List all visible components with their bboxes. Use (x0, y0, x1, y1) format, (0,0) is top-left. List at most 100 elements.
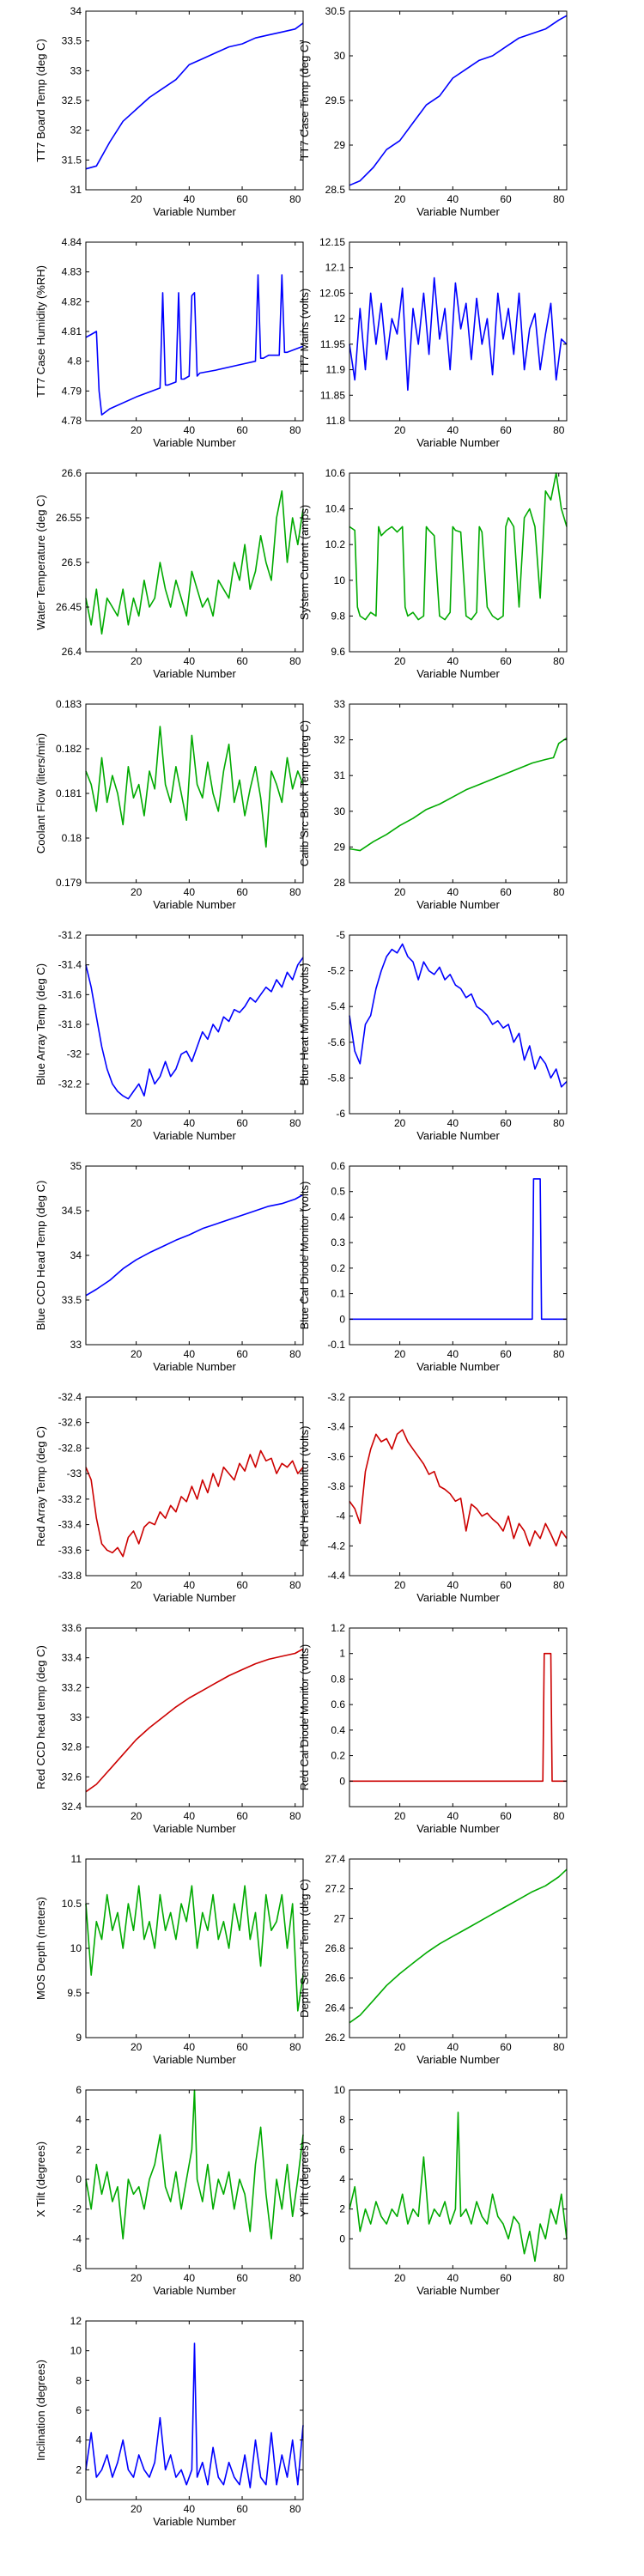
x-tick-label: 60 (500, 1348, 512, 1360)
x-tick-label: 20 (394, 2272, 406, 2284)
series-line (85, 1194, 304, 1297)
x-tick-label: 80 (289, 193, 301, 205)
x-tick-label: 20 (394, 424, 406, 436)
x-tick-label: 60 (236, 2272, 248, 2284)
y-tick-label: -4.2 (327, 1540, 345, 1552)
y-tick-label: 31 (334, 769, 346, 781)
y-tick-label: 33.4 (62, 1652, 82, 1664)
y-tick-label: 0.8 (331, 1673, 345, 1685)
y-axis-label: Red Cal Diode Monitor (volts) (298, 1644, 311, 1791)
x-tick-label: 80 (289, 1810, 301, 1822)
x-axis-label: Variable Number (416, 1129, 500, 1142)
x-tick-label: 20 (131, 193, 143, 205)
plot-area (86, 11, 303, 190)
series-line (349, 472, 568, 621)
y-tick-label: 4.78 (62, 415, 82, 427)
y-tick-label: -5.6 (327, 1036, 345, 1048)
y-axis-label: Water Temperature (deg C) (34, 495, 47, 630)
x-tick-label: 80 (289, 1117, 301, 1129)
x-axis-label: Variable Number (416, 1822, 500, 1835)
y-tick-label: -5.2 (327, 965, 345, 977)
y-tick-label: 0.4 (331, 1211, 345, 1223)
axes-frame (349, 1627, 568, 1807)
y-tick-label: -6 (72, 2263, 82, 2275)
chart-panel-4: 20 40 60 80 11.8 11.85 11.9 11.95 12 12.05 12.1 12.… (298, 236, 568, 449)
x-tick-label: 60 (500, 1579, 512, 1591)
y-tick-label: 0.2 (331, 1262, 345, 1274)
x-axis-label: Variable Number (153, 1822, 236, 1835)
y-tick-label: 34.5 (62, 1205, 82, 1217)
y-tick-label: -2 (72, 2203, 82, 2215)
y-tick-label: 27 (334, 1912, 346, 1924)
x-axis-label: Variable Number (416, 898, 500, 911)
x-tick-label: 80 (289, 2272, 301, 2284)
x-tick-label: 80 (553, 886, 565, 898)
y-tick-label: 0.4 (331, 1724, 345, 1736)
y-axis-label: Y Tilt (degrees) (298, 2142, 311, 2217)
chart-panel-14: 20 40 60 80 -4.4 -4.2 -4 -3.8 -3.6 -3.4 -3.2 Variab… (298, 1391, 568, 1604)
y-tick-label: 26.45 (56, 601, 82, 613)
axes-frame (349, 703, 568, 884)
y-tick-label: 30.5 (325, 5, 346, 17)
y-tick-label: -33.2 (58, 1493, 82, 1505)
x-tick-label: 60 (236, 1579, 248, 1591)
x-tick-label: 80 (289, 2041, 301, 2053)
y-tick-label: 32.8 (62, 1741, 82, 1753)
y-tick-label: 4 (76, 2434, 82, 2446)
x-tick-label: 40 (447, 1579, 459, 1591)
x-axis-label: Variable Number (153, 1591, 236, 1604)
y-tick-label: 2 (76, 2464, 82, 2476)
x-tick-label: 60 (500, 2041, 512, 2053)
y-tick-label: -31.8 (58, 1018, 82, 1030)
y-tick-label: 0 (76, 2173, 82, 2185)
series-line (349, 737, 568, 852)
x-tick-label: 20 (394, 2041, 406, 2053)
plot-area (349, 473, 567, 652)
x-tick-label: 80 (289, 424, 301, 436)
y-axis-label: Red Array Temp (deg C) (34, 1426, 47, 1546)
x-tick-label: 20 (394, 193, 406, 205)
x-axis-label: Variable Number (153, 2284, 236, 2297)
y-tick-label: 34 (70, 5, 82, 17)
plot-area (86, 1628, 303, 1807)
y-tick-label: 12.05 (319, 287, 345, 299)
x-tick-label: 20 (394, 1117, 406, 1129)
chart-panel-10: 20 40 60 80 -6 -5.8 -5.6 -5.4 -5.2 -5 Variable Num… (298, 929, 568, 1142)
y-tick-label: -31.4 (58, 959, 82, 971)
x-tick-label: 40 (184, 886, 196, 898)
y-tick-label: 32 (334, 734, 346, 746)
y-axis-label: Blue Cal Diode Monitor (volts) (298, 1182, 311, 1330)
y-tick-label: 29 (334, 841, 346, 853)
y-tick-label: 10 (334, 574, 346, 586)
chart-panel-15: 20 40 60 80 32.4 32.6 32.8 33 33.2 33.4 33.6 Variab… (34, 1622, 304, 1835)
series-line (349, 943, 568, 1088)
x-tick-label: 80 (553, 1117, 565, 1129)
y-tick-label: 11.95 (320, 338, 345, 350)
y-tick-label: -3.8 (327, 1480, 345, 1492)
x-axis-label: Variable Number (416, 2284, 500, 2297)
y-tick-label: 26.2 (325, 2032, 346, 2044)
x-tick-label: 80 (289, 1348, 301, 1360)
y-tick-label: -3.6 (327, 1450, 345, 1462)
x-tick-label: 80 (289, 886, 301, 898)
axes-frame (349, 934, 568, 1115)
y-tick-label: -32.4 (58, 1391, 82, 1403)
plot-area (86, 1166, 303, 1345)
series-line (85, 957, 304, 1100)
y-tick-label: -33.6 (58, 1544, 82, 1556)
x-tick-label: 60 (236, 1117, 248, 1129)
y-tick-label: -32.2 (58, 1078, 82, 1090)
x-tick-label: 40 (447, 2041, 459, 2053)
y-tick-label: -5 (336, 929, 345, 941)
x-tick-label: 60 (500, 424, 512, 436)
y-axis-label: TT7 Case Temp (deg C) (298, 40, 311, 160)
x-tick-label: 80 (289, 1579, 301, 1591)
y-tick-label: 0.1 (331, 1288, 345, 1300)
y-tick-label: 10 (334, 2084, 346, 2096)
y-tick-label: -4 (72, 2233, 82, 2245)
x-tick-label: 60 (236, 655, 248, 667)
y-tick-label: 32.6 (62, 1771, 82, 1783)
x-tick-label: 60 (236, 886, 248, 898)
y-tick-label: -32.8 (58, 1442, 82, 1454)
y-tick-label: 33 (334, 698, 346, 710)
